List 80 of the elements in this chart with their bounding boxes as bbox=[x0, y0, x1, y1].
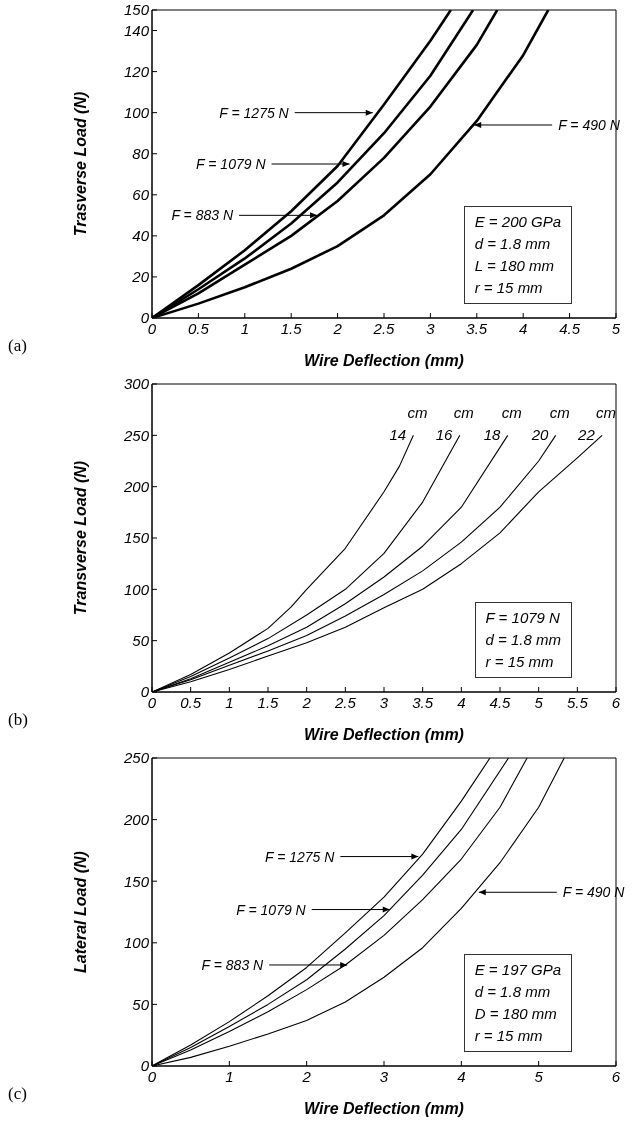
x-tick-label: 4 bbox=[519, 319, 528, 337]
y-tick-label: 50 bbox=[132, 995, 150, 1013]
annotation: D = 180 mm bbox=[474, 1004, 558, 1024]
y-tick-label: 300 bbox=[123, 375, 150, 393]
annotation: F = 1079 N bbox=[236, 901, 307, 918]
x-tick-label: 2.5 bbox=[372, 319, 396, 337]
y-tick-label: 120 bbox=[123, 62, 150, 80]
y-tick-label: 250 bbox=[122, 426, 150, 444]
text: (b) bbox=[8, 710, 28, 730]
annotation: F = 490 N bbox=[558, 116, 621, 133]
annotation: d = 1.8 mm bbox=[474, 982, 552, 1002]
x-axis-title: Wire Deflection (mm) bbox=[304, 726, 464, 743]
y-axis-title: Lateral Load (N) bbox=[71, 851, 89, 973]
x-tick-label: 1.5 bbox=[257, 693, 280, 711]
y-tick-label: 60 bbox=[132, 186, 150, 204]
annotation: F = 1275 N bbox=[219, 104, 290, 121]
x-axis-title: Wire Deflection (mm) bbox=[304, 1100, 464, 1117]
y-tick-label: 140 bbox=[123, 21, 150, 39]
annotation: d = 1.8 mm bbox=[474, 234, 552, 254]
annotation: d = 1.8 mm bbox=[485, 630, 561, 650]
text: (c) bbox=[8, 1084, 27, 1104]
x-tick-label: 5 bbox=[534, 1067, 544, 1085]
annotation: r = 15 mm bbox=[474, 278, 544, 298]
x-tick-label: 4 bbox=[457, 1067, 466, 1085]
x-tick-label: 2 bbox=[332, 319, 343, 337]
y-tick-label: 250 bbox=[122, 749, 150, 767]
x-tick-label: 2 bbox=[301, 693, 312, 711]
x-axis-title: Wire Deflection (mm) bbox=[304, 352, 464, 369]
x-tick-label: 3 bbox=[379, 1067, 389, 1085]
series-label: 22 cm bbox=[577, 404, 617, 444]
annotation: F = 1275 N bbox=[264, 848, 336, 865]
y-tick-label: 20 bbox=[131, 268, 150, 286]
y-axis-title: Trasverse Load (N) bbox=[71, 91, 89, 237]
annotation: r = 15 mm bbox=[485, 652, 555, 672]
x-tick-label: 3 bbox=[379, 693, 389, 711]
x-tick-label: 1 bbox=[225, 693, 234, 711]
annotation: F = 883 N bbox=[171, 207, 234, 224]
y-tick-label: 80 bbox=[132, 145, 150, 163]
annotation: F = 490 N bbox=[562, 884, 626, 901]
series-label: 16 cm bbox=[435, 404, 474, 444]
y-tick-label: 200 bbox=[122, 810, 150, 828]
x-tick-label: 6 bbox=[611, 693, 621, 711]
y-tick-label: 50 bbox=[132, 631, 150, 649]
x-tick-label: 0.5 bbox=[187, 319, 210, 337]
text: (a) bbox=[8, 336, 27, 356]
y-tick-label: 150 bbox=[123, 529, 150, 547]
x-tick-label: 4.5 bbox=[489, 693, 512, 711]
x-tick-label: 3 bbox=[426, 319, 436, 337]
x-tick-label: 2.5 bbox=[333, 693, 357, 711]
x-tick-label: 4.5 bbox=[559, 319, 581, 337]
x-tick-label: 6 bbox=[611, 1067, 621, 1085]
y-axis-title: Transverse Load (N) bbox=[71, 460, 89, 616]
x-tick-label: 1.5 bbox=[280, 319, 303, 337]
annotation: F = 1079 N bbox=[196, 156, 267, 172]
x-tick-label: 3.5 bbox=[466, 319, 488, 337]
y-tick-label: 100 bbox=[123, 934, 150, 952]
x-tick-label: 4 bbox=[457, 693, 466, 711]
y-tick-label: 150 bbox=[123, 872, 150, 890]
y-tick-label: 100 bbox=[123, 103, 150, 121]
x-tick-label: 1 bbox=[240, 319, 249, 337]
annotation: E = 200 GPa bbox=[474, 212, 561, 232]
y-tick-label: 150 bbox=[123, 1, 150, 19]
y-tick-label: 40 bbox=[132, 227, 150, 245]
x-tick-label: 5 bbox=[611, 319, 621, 337]
y-tick-label: 200 bbox=[122, 477, 150, 495]
x-tick-label: 5 bbox=[534, 693, 544, 711]
y-tick-label: 100 bbox=[123, 580, 150, 598]
x-tick-label: 3.5 bbox=[412, 693, 434, 711]
series-label: 18 cm bbox=[483, 404, 522, 444]
annotation: r = 15 mm bbox=[474, 1026, 544, 1046]
annotation: E = 197 GPa bbox=[474, 960, 561, 980]
series-label: 14 cm bbox=[389, 404, 428, 444]
x-tick-label: 2 bbox=[301, 1067, 312, 1085]
annotation: F = 1079 N bbox=[485, 608, 561, 628]
annotation: L = 180 mm bbox=[474, 256, 556, 276]
series-label: 20 cm bbox=[530, 404, 570, 444]
x-tick-label: 1 bbox=[225, 1067, 234, 1085]
annotation: F = 883 N bbox=[201, 956, 265, 973]
x-tick-label: 0.5 bbox=[180, 693, 202, 711]
x-tick-label: 5.5 bbox=[566, 693, 589, 711]
